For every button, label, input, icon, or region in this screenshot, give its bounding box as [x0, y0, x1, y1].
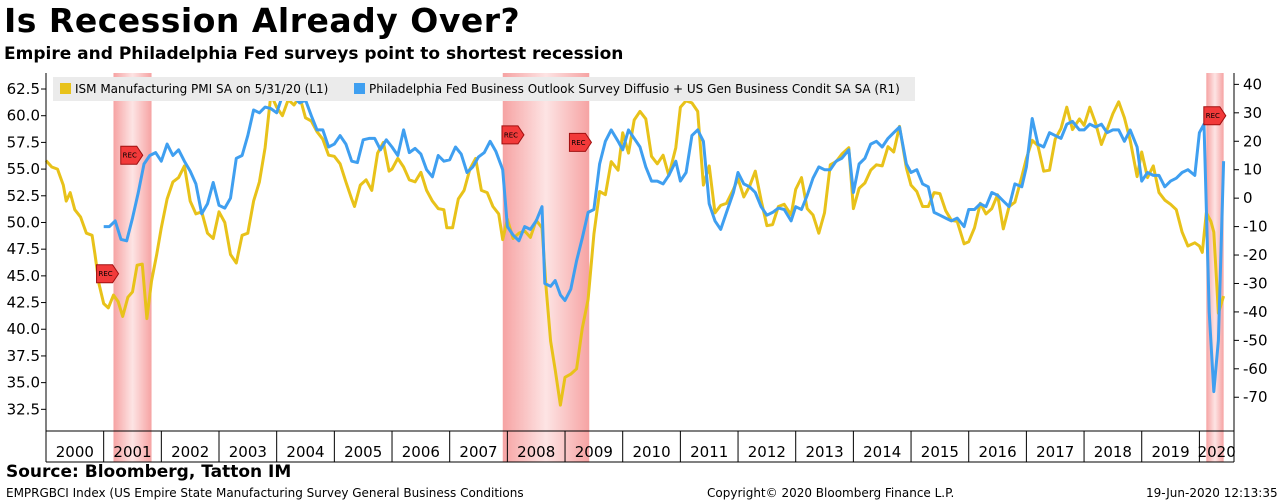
x-tick-label: 2003 [229, 443, 267, 461]
rec-marker: REC [501, 125, 525, 145]
legend-swatch-2 [354, 83, 365, 94]
x-tick-label: 2013 [805, 443, 843, 461]
left-tick-label: 45.0 [7, 267, 40, 285]
right-tick-label: -20 [1243, 246, 1268, 264]
rec-marker-label: REC [1206, 112, 1220, 120]
recession-markers: REC REC REC REC REC [96, 106, 1227, 284]
x-tick-label: 2011 [690, 443, 728, 461]
rec-marker-label: REC [98, 270, 112, 278]
axes: 32.5 35.0 37.5 40.0 42.5 45.0 47.5 50.0 52.5 55.0… [7, 73, 1268, 463]
left-tick-label: 35.0 [7, 374, 40, 392]
rec-marker-shape [501, 125, 525, 145]
x-tick-label: 2005 [344, 443, 382, 461]
rec-marker-shape [568, 132, 593, 152]
right-tick-label: 40 [1243, 75, 1262, 93]
left-tick-label: 42.5 [7, 294, 40, 312]
x-tick-label: 2009 [575, 443, 613, 461]
right-tick-label: -40 [1243, 303, 1268, 321]
legend-label-2: Philadelphia Fed Business Outlook Survey… [369, 82, 900, 96]
right-tick-label: -30 [1243, 274, 1268, 292]
x-tick-label: 2010 [632, 443, 670, 461]
left-tick-label: 37.5 [7, 347, 40, 365]
right-tick-label: -10 [1243, 218, 1268, 236]
left-tick-label: 55.0 [7, 160, 40, 178]
right-tick-label: 20 [1243, 132, 1262, 150]
left-tick-label: 32.5 [7, 400, 40, 418]
left-tick-label: 47.5 [7, 240, 40, 258]
x-tick-label: 2018 [1094, 443, 1132, 461]
left-tick-label: 40.0 [7, 320, 40, 338]
x-tick-label: 2004 [286, 443, 324, 461]
plot-area [46, 73, 1234, 420]
left-tick-label: 50.0 [7, 213, 40, 231]
legend-swatch-1 [60, 83, 71, 94]
rec-marker-shape [1203, 106, 1227, 126]
chart-subtitle: Empire and Philadelphia Fed surveys poin… [4, 44, 624, 64]
legend: ISM Manufacturing PMI SA on 5/31/20 (L1)… [53, 77, 915, 101]
footer-copyright: Copyright© 2020 Bloomberg Finance L.P. [707, 486, 955, 500]
rec-marker-shape [120, 145, 144, 165]
x-tick-label: 2001 [113, 443, 151, 461]
legend-label-1: ISM Manufacturing PMI SA on 5/31/20 (L1) [75, 82, 328, 96]
x-tick-label: 2000 [56, 443, 94, 461]
rec-marker: REC [96, 264, 120, 284]
rec-marker-label: REC [571, 139, 585, 147]
x-tick-label: 2006 [402, 443, 440, 461]
x-tick-label: 2012 [748, 443, 786, 461]
x-tick-label: 2008 [517, 443, 555, 461]
right-tick-label: -70 [1243, 388, 1268, 406]
right-tick-label: 10 [1243, 161, 1262, 179]
left-tick-label: 52.5 [7, 187, 40, 205]
right-tick-label: -60 [1243, 360, 1268, 378]
source-note: Source: Bloomberg, Tatton IM [6, 462, 292, 482]
left-tick-label: 60.0 [7, 107, 40, 125]
rec-marker: REC [568, 132, 593, 152]
footer-timestamp: 19-Jun-2020 12:13:35 [1146, 486, 1278, 500]
footer-index-note: EMPRGBCI Index (US Empire State Manufact… [6, 486, 524, 500]
x-tick-label: 2007 [459, 443, 497, 461]
x-tick-label: 2019 [1151, 443, 1189, 461]
legend-box [53, 77, 915, 101]
left-tick-label: 62.5 [7, 80, 40, 98]
left-tick-label: 57.5 [7, 133, 40, 151]
right-tick-label: 30 [1243, 104, 1262, 122]
x-tick-label: 2002 [171, 443, 209, 461]
recession-band-1 [113, 73, 152, 462]
x-tick-label: 2016 [978, 443, 1016, 461]
x-tick-label: 2015 [921, 443, 959, 461]
x-tick-label: 2020 [1198, 443, 1236, 461]
rec-marker-shape [96, 264, 120, 284]
rec-marker-label: REC [123, 152, 137, 160]
right-tick-label: -50 [1243, 331, 1268, 349]
rec-marker: REC [1203, 106, 1227, 126]
rec-marker-label: REC [504, 131, 518, 139]
rec-marker: REC [120, 145, 144, 165]
x-tick-label: 2014 [863, 443, 901, 461]
right-tick-label: 0 [1243, 189, 1253, 207]
x-tick-label: 2017 [1036, 443, 1074, 461]
chart-title: Is Recession Already Over? [4, 1, 521, 40]
